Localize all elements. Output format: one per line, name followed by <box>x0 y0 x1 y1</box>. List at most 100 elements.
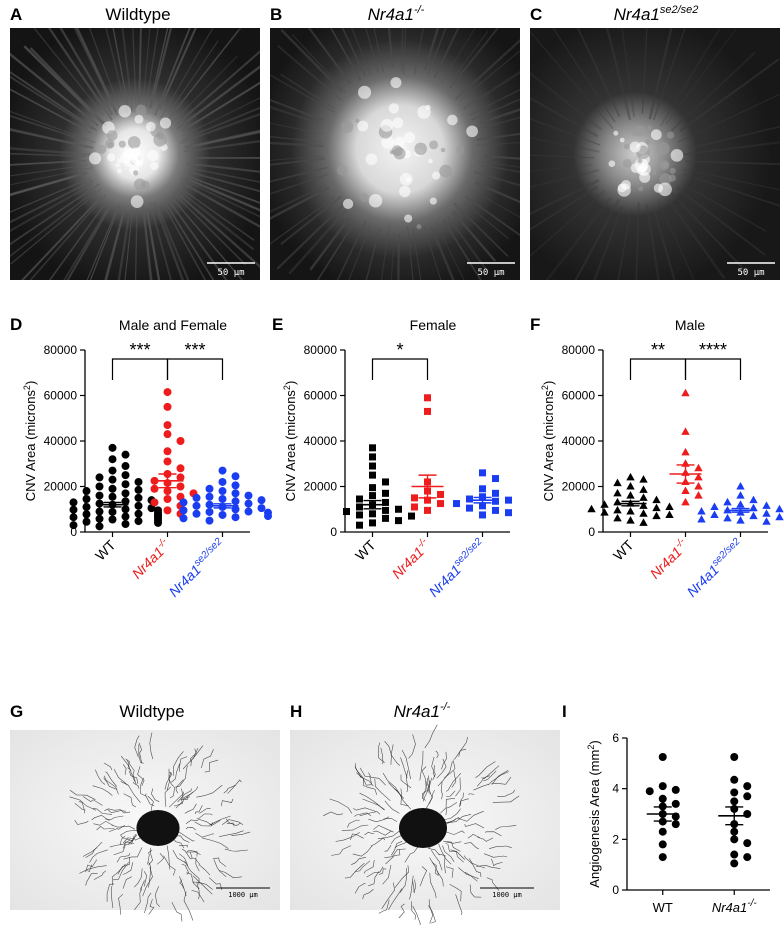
data-point <box>658 853 667 862</box>
vessel-ray <box>75 28 118 113</box>
sprout-vessel <box>166 845 171 870</box>
data-point <box>492 506 499 514</box>
data-point <box>626 472 635 481</box>
significance-bracket <box>684 358 742 380</box>
data-point <box>205 500 214 509</box>
vessel-ray <box>652 28 686 121</box>
panel-c: C Nr4a1se2/se2 50 μm <box>530 4 780 280</box>
data-point <box>762 517 771 525</box>
x-tick-label: Nr4a1se2/se2 <box>683 536 747 600</box>
sprout-vessel <box>140 880 145 891</box>
lesion-speckle <box>153 133 168 147</box>
sprout-vessel <box>429 872 437 899</box>
sprout-vessel <box>413 879 417 893</box>
vessel-ray <box>350 28 372 76</box>
data-point <box>652 511 661 520</box>
data-point <box>466 504 473 512</box>
vessel-ray <box>453 202 509 257</box>
y-axis-label: Angiogenesis Area (mm2) <box>586 740 602 887</box>
vessel-ray <box>645 203 660 280</box>
data-point <box>121 505 130 514</box>
sprout-vessel <box>475 761 496 778</box>
vessel-ray <box>670 51 757 132</box>
sprout-vessel <box>93 820 114 826</box>
lesion-speckle <box>122 148 134 159</box>
vessel-ray <box>667 189 749 274</box>
vessel-ray <box>181 188 255 241</box>
sprout-vessel <box>388 888 403 911</box>
vessel-ray <box>475 141 520 146</box>
vessel-ray <box>152 201 185 280</box>
lesion-speckle <box>342 198 354 210</box>
x-tick-label: WT <box>610 536 637 563</box>
sprout-vessel <box>428 789 435 805</box>
data-point <box>121 480 130 489</box>
sprout-vessel <box>122 876 132 889</box>
vessel-ray <box>117 211 131 280</box>
lesion-speckle <box>656 142 670 156</box>
sprout-vessel <box>459 798 470 808</box>
vessel-ray <box>462 70 520 110</box>
sprout-vessel <box>74 803 86 811</box>
sprout-vessel <box>118 893 124 915</box>
vessel-ray <box>681 141 780 156</box>
vessel-ray <box>652 206 676 280</box>
lesion-speckle <box>651 170 657 175</box>
sprout-vessel <box>354 812 372 817</box>
vessel-ray <box>309 216 351 271</box>
data-point <box>163 487 172 496</box>
vessel-ray <box>104 206 126 280</box>
vessel-ray <box>330 28 362 81</box>
data-point <box>163 506 172 515</box>
vessel-ray <box>63 202 112 280</box>
chart-title: Male <box>675 317 706 333</box>
vessel-ray <box>270 122 323 135</box>
sprout-vessel <box>380 747 384 765</box>
sprout-vessel <box>446 830 465 835</box>
data-point <box>479 469 486 477</box>
x-tick-label: Nr4a1-/- <box>128 536 174 582</box>
sprout-vessel <box>185 826 196 831</box>
vessel-ray <box>660 28 722 127</box>
sprout-vessel <box>178 756 188 772</box>
sprout-vessel <box>450 849 464 863</box>
aortic-ring <box>399 808 447 848</box>
vessel-ray <box>191 131 260 148</box>
panel-letter: E <box>272 315 283 334</box>
data-point <box>743 839 752 848</box>
data-point <box>108 492 117 501</box>
y-tick-label: 2 <box>612 832 619 846</box>
lesion-speckle <box>107 141 114 148</box>
sprout-vessel <box>103 775 119 795</box>
sprout-vessel <box>441 751 447 770</box>
sprout-vessel <box>106 883 115 902</box>
data-point <box>775 504 784 513</box>
vessel-ray <box>288 209 348 275</box>
sprout-vessel <box>222 819 244 825</box>
vessel-ray <box>280 195 342 246</box>
data-point <box>382 489 389 497</box>
sprout-vessel <box>125 758 132 771</box>
vessel-ray <box>413 28 424 75</box>
sprout-vessel <box>497 789 516 797</box>
sprout-vessel <box>460 792 464 806</box>
vessel-ray <box>373 28 384 72</box>
sprout-vessel <box>377 830 401 840</box>
sprout-vessel <box>195 832 215 838</box>
data-point <box>639 493 648 501</box>
sprout-vessel <box>492 795 520 803</box>
data-point <box>600 500 609 508</box>
lesion-speckle <box>439 164 453 178</box>
sprout-vessel <box>103 762 113 771</box>
panel-title: Wildtype <box>105 5 170 24</box>
data-point <box>95 507 104 516</box>
scale-bar-label: 1000 μm <box>492 891 522 899</box>
data-point <box>665 502 674 510</box>
vessel-ray <box>187 175 260 204</box>
vessel-ray <box>397 233 400 280</box>
data-point <box>218 477 227 486</box>
data-point <box>492 475 499 483</box>
lesion-speckle <box>414 142 427 156</box>
sprout-vessel <box>113 843 135 856</box>
data-point <box>108 466 117 475</box>
